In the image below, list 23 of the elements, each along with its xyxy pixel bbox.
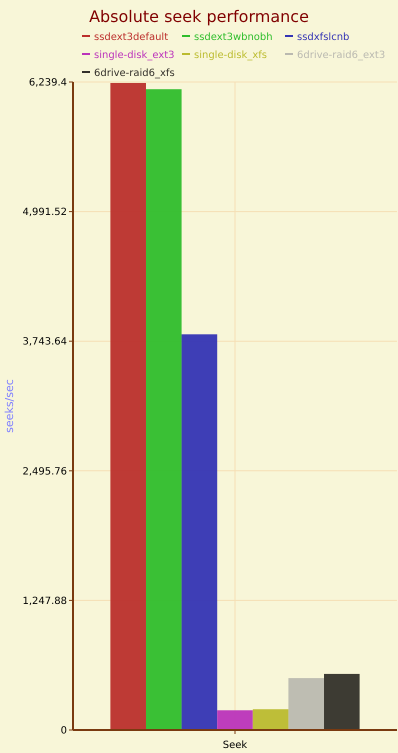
bar xyxy=(288,678,324,730)
legend-label: ssdext3default xyxy=(94,32,168,43)
y-axis-title: seeks/sec xyxy=(3,379,16,433)
y-tick-label: 1,247.88 xyxy=(22,596,67,607)
bar xyxy=(252,709,288,730)
legend-label: 6drive-raid6_xfs xyxy=(94,68,175,79)
bar xyxy=(324,674,360,730)
bar xyxy=(110,82,146,730)
legend-label: ssdext3wbnobh xyxy=(194,32,273,43)
bar xyxy=(182,334,218,730)
x-tick-label: Seek xyxy=(222,740,248,751)
y-tick-label: 2,495.76 xyxy=(22,466,67,478)
bar xyxy=(146,89,182,730)
legend-label: single-disk_ext3 xyxy=(94,50,175,61)
bar xyxy=(217,710,253,730)
legend-label: 6drive-raid6_ext3 xyxy=(297,50,386,61)
y-tick-label: 3,743.64 xyxy=(22,336,67,348)
y-tick-label: 0 xyxy=(60,726,67,736)
y-tick-label: 6,239.4 xyxy=(28,78,67,88)
y-tick-label: 4,991.52 xyxy=(22,207,67,218)
legend-label: single-disk_xfs xyxy=(194,50,267,61)
chart-title: Absolute seek performance xyxy=(89,7,309,26)
legend-label: ssdxfslcnb xyxy=(297,32,350,43)
